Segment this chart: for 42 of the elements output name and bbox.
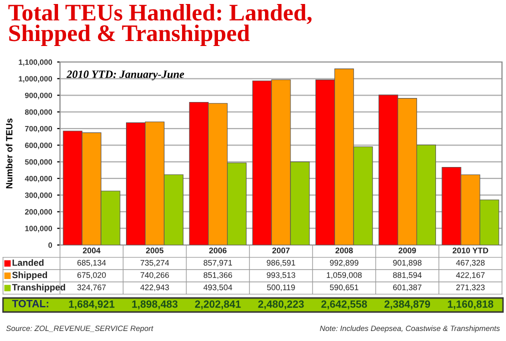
y-axis-title: Number of TEUs xyxy=(6,118,12,188)
text: 601,387 xyxy=(393,284,422,292)
text: 992,899 xyxy=(330,260,358,267)
text: 422,943 xyxy=(140,284,169,292)
text: 467,328 xyxy=(456,260,485,267)
x-tick-label: 2009 xyxy=(398,248,416,254)
legend-label: Shipped xyxy=(12,272,48,280)
text: 740,266 xyxy=(140,272,169,279)
text: 901,898 xyxy=(393,260,422,267)
text: 500,119 xyxy=(267,284,295,292)
text: 851,366 xyxy=(204,272,232,279)
text: 1,684,921 xyxy=(69,300,114,310)
text: 881,594 xyxy=(393,272,422,279)
text: 685,134 xyxy=(77,260,106,267)
x-tick-label: 2010 YTD xyxy=(452,248,488,254)
text: 675,020 xyxy=(77,272,106,279)
text: 1,160,818 xyxy=(448,300,494,310)
x-tick-label: 2008 xyxy=(335,248,353,254)
x-tick-label: 2005 xyxy=(146,248,164,254)
x-tick-label: 2006 xyxy=(209,248,227,254)
text: 986,591 xyxy=(266,260,296,267)
x-tick-label: 2004 xyxy=(82,248,100,254)
text: 2010 YTD: January-June xyxy=(66,70,184,80)
text: 493,504 xyxy=(203,284,232,292)
text: 735,274 xyxy=(140,260,170,267)
text: 2,642,558 xyxy=(321,300,367,310)
text: 2,202,841 xyxy=(195,300,241,310)
text: 324,767 xyxy=(77,284,106,292)
text: TOTAL: xyxy=(12,300,48,308)
x-tick-label: 2007 xyxy=(272,248,290,254)
text: 993,513 xyxy=(266,272,296,279)
text: 2,384,879 xyxy=(384,300,430,310)
chart-title: Total TEUs Handled: Landed, Shipped & Transhipped xyxy=(8,4,312,46)
legend-label: Landed xyxy=(12,259,44,266)
text: 1,898,483 xyxy=(132,300,178,310)
text: 1,059,008 xyxy=(326,272,362,279)
legend-label: Transhipped xyxy=(12,284,66,292)
text: 590,651 xyxy=(330,284,358,292)
text: 857,971 xyxy=(204,260,232,267)
text: 271,323 xyxy=(456,284,485,292)
text: 422,167 xyxy=(456,272,485,279)
text: 2,480,223 xyxy=(258,300,304,310)
